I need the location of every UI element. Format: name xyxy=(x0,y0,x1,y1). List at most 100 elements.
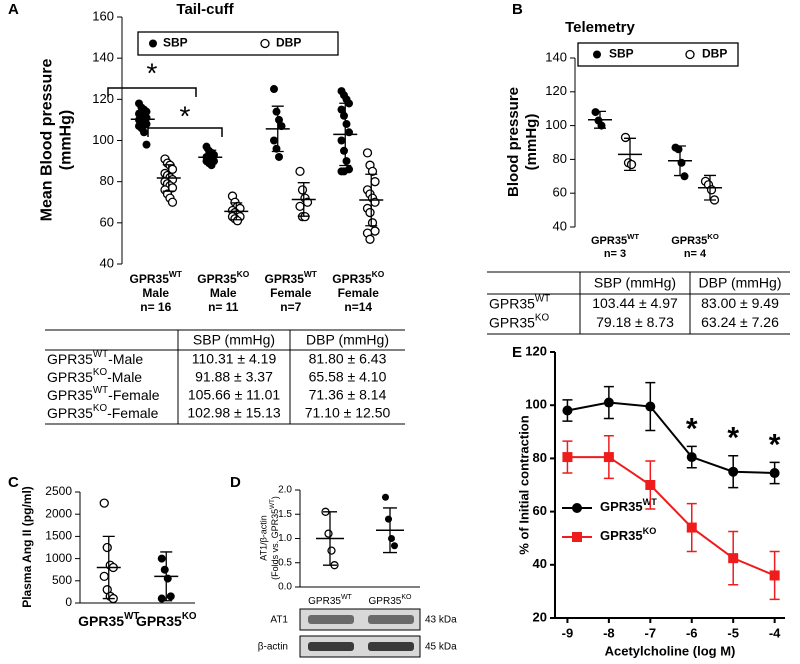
legend-label: DBP xyxy=(276,36,301,50)
panel-letter: E xyxy=(512,344,522,361)
marker xyxy=(140,128,148,137)
table-row-label-sup: KO xyxy=(93,367,108,378)
y-tick-label: 120 xyxy=(92,91,114,106)
y-axis-label: % of Initial contraction xyxy=(516,415,531,554)
x-axis-label: Acetylcholine (log M) xyxy=(605,643,736,658)
marker xyxy=(391,542,398,550)
marker xyxy=(337,105,346,114)
x-tick-label: GPR35KO xyxy=(136,611,197,629)
legend-label-part: GPR35 xyxy=(600,499,643,514)
marker xyxy=(327,546,336,555)
x-tick-label-sup: WT xyxy=(169,269,183,279)
x-tick-label-part: GPR35 xyxy=(130,272,170,286)
table-row-label-part: GPR35 xyxy=(47,369,93,385)
x-tick-label: GPR35WT xyxy=(130,269,183,286)
x-tick-label: Female xyxy=(270,286,312,300)
y-tick-label: 140 xyxy=(545,49,567,64)
marker xyxy=(295,201,305,212)
table-row-label-part: GPR35 xyxy=(47,387,93,403)
y-tick-label: 40 xyxy=(553,218,567,233)
x-tick-label-part: GPR35 xyxy=(197,272,237,286)
marker xyxy=(362,148,373,158)
y-tick-label: 140 xyxy=(92,50,114,65)
blot-label: β-actin xyxy=(258,642,288,653)
table-row-label-part: GPR35 xyxy=(489,295,535,311)
legend-marker xyxy=(685,49,695,60)
error-bar xyxy=(136,110,149,129)
table-row-label: GPR35KO-Male xyxy=(47,367,142,385)
table-cell: 71.10 ± 12.50 xyxy=(305,405,391,421)
x-tick-label-sup: WT xyxy=(124,611,139,622)
y-axis-label-line: Mean Blood pressure xyxy=(39,59,56,222)
x-tick-label: n= 3 xyxy=(604,248,626,260)
table-row-label-part: -Female xyxy=(108,387,160,403)
table-row-label: GPR35WT-Female xyxy=(47,385,160,403)
x-tick-label-part: GPR35 xyxy=(308,596,341,607)
y-axis-label-line: AT1/β-actin xyxy=(258,515,268,561)
y-tick-label: 120 xyxy=(525,343,547,358)
marker xyxy=(388,535,395,542)
table-row-label: GPR35KO xyxy=(489,313,549,331)
marker xyxy=(277,122,286,131)
x-tick-label: -7 xyxy=(645,625,657,640)
marker xyxy=(275,115,283,124)
table-row-label-sup: KO xyxy=(535,313,550,324)
marker xyxy=(591,108,600,117)
marker xyxy=(270,136,278,145)
table-header: SBP (mmHg) xyxy=(193,332,275,348)
marker xyxy=(365,234,375,244)
marker xyxy=(297,185,308,195)
x-tick-label: GPR35WT xyxy=(265,269,318,286)
marker xyxy=(370,226,380,236)
table-row-label-sup: WT xyxy=(93,385,108,396)
x-tick-label-sup: WT xyxy=(304,269,318,279)
error-bar xyxy=(624,137,636,172)
marker xyxy=(385,515,392,523)
annotation: * xyxy=(727,422,739,455)
marker xyxy=(382,493,389,501)
table-row-label-sup: KO xyxy=(93,403,108,414)
annotation: * xyxy=(686,412,698,445)
marker xyxy=(272,107,281,116)
x-tick-label: Male xyxy=(210,286,237,300)
blot-band xyxy=(368,615,414,624)
table-cell: 81.80 ± 6.43 xyxy=(309,351,387,367)
error-bar xyxy=(162,164,175,192)
legend-marker xyxy=(593,50,601,59)
series-line xyxy=(567,401,775,475)
annotation: * xyxy=(180,100,191,131)
y-tick-label: 100 xyxy=(545,117,567,132)
marker xyxy=(680,172,689,181)
table-cell: 83.00 ± 9.49 xyxy=(701,295,779,311)
marker xyxy=(562,452,573,463)
marker xyxy=(232,216,243,226)
y-tick-label: 100 xyxy=(525,397,547,412)
marker xyxy=(603,452,614,463)
y-tick-label: 2000 xyxy=(45,506,72,520)
y-tick-label: 60 xyxy=(100,214,114,229)
y-axis-label-line-part: (Folds vs. GPR35 xyxy=(270,509,280,580)
y-axis-label-line: (mmHg) xyxy=(523,114,540,171)
marker xyxy=(270,85,278,94)
error-bar xyxy=(594,110,606,129)
y-tick-label: 100 xyxy=(92,132,114,147)
marker xyxy=(99,571,109,582)
marker xyxy=(157,554,166,563)
x-tick-label-part: GPR35 xyxy=(136,613,182,629)
x-tick-label-part: GPR35 xyxy=(332,272,372,286)
y-axis-label: AT1/β-actin (Folds vs. GPR35WT) xyxy=(258,496,280,580)
x-tick-label: -5 xyxy=(727,625,739,640)
chart-title: Telemetry xyxy=(565,19,635,36)
x-tick-label: GPR35KO xyxy=(197,269,249,286)
y-axis-label-line: (mmHg) xyxy=(58,110,75,170)
y-tick-label: 500 xyxy=(52,573,72,587)
panel-letter: A xyxy=(8,1,19,18)
x-tick-label-sup: KO xyxy=(401,594,412,601)
x-tick-label: GPR35KO xyxy=(671,232,719,247)
marker xyxy=(295,166,305,177)
y-tick-label: 160 xyxy=(92,8,114,23)
table-cell: 103.44 ± 4.97 xyxy=(592,295,678,311)
significance-bracket xyxy=(147,127,223,137)
table-row-label: GPR35WT-Male xyxy=(47,349,143,367)
